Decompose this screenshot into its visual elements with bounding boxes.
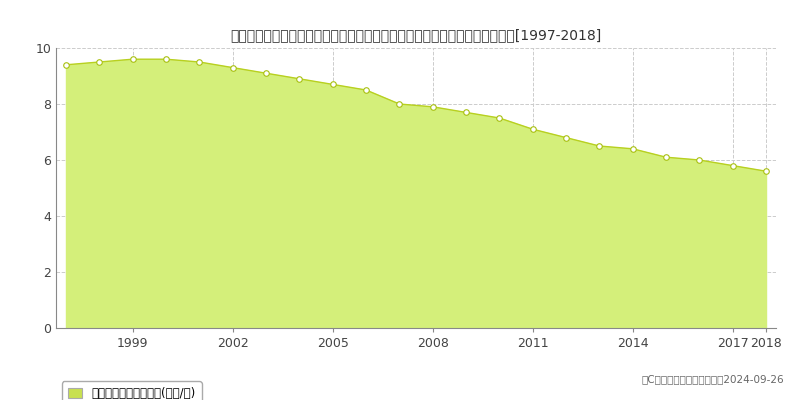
Point <box>393 101 406 107</box>
Point <box>360 87 373 93</box>
Point <box>93 59 106 65</box>
Point <box>526 126 539 132</box>
Point <box>726 162 739 169</box>
Point <box>160 56 173 62</box>
Point <box>260 70 273 76</box>
Point <box>560 134 573 141</box>
Point <box>593 143 606 149</box>
Point <box>226 64 239 71</box>
Point <box>493 115 506 121</box>
Title: 長崎県東彼杞郡東彼杞町彼杞宿郷字年ノ宮５２３番３　基準地価　地価推移[1997-2018]: 長崎県東彼杞郡東彼杞町彼杞宿郷字年ノ宮５２３番３ 基準地価 地価推移[1997-… <box>230 29 602 43</box>
Point <box>460 109 473 116</box>
Point <box>326 81 339 88</box>
Point <box>760 168 773 174</box>
Point <box>693 157 706 163</box>
Legend: 基準地価　平均坤単価(万円/坤): 基準地価 平均坤単価(万円/坤) <box>62 381 202 400</box>
Point <box>626 146 639 152</box>
Point <box>660 154 673 160</box>
Point <box>426 104 439 110</box>
Point <box>60 62 73 68</box>
Point <box>126 56 139 62</box>
Point <box>293 76 306 82</box>
Text: （C）土地価格ドットコム　2024-09-26: （C）土地価格ドットコム 2024-09-26 <box>642 374 784 384</box>
Point <box>193 59 206 65</box>
